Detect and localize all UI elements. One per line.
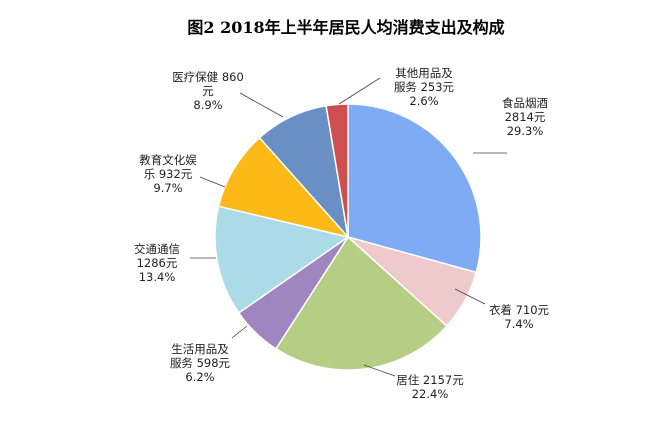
slice-label-line: 衣着 710元 xyxy=(489,303,550,317)
slice-label-line: 医疗保健 860 xyxy=(172,70,244,84)
slice-label-5: 交通通信 1286元 13.4% xyxy=(134,242,180,284)
slice-label-4: 生活用品及服务 598元 6.2% xyxy=(170,342,231,384)
slice-label-line: 2.6% xyxy=(409,94,438,108)
slice-label-line: 7.4% xyxy=(504,317,533,331)
pie-slice-8 xyxy=(325,103,349,238)
slice-label-line: 9.7% xyxy=(153,181,182,195)
slice-label-line: 服务 253元 xyxy=(394,80,455,94)
slice-label-line: 13.4% xyxy=(139,270,176,284)
slice-label-line: 居住 2157元 xyxy=(396,373,464,387)
leader-line-2 xyxy=(454,288,486,305)
slice-label-line: 2814元 xyxy=(505,110,546,124)
slice-label-line: 6.2% xyxy=(185,370,214,384)
slice-label-line: 生活用品及 xyxy=(171,342,229,356)
leader-line-8 xyxy=(338,77,381,105)
slice-label-line: 服务 598元 xyxy=(170,356,231,370)
slice-label-8: 其他用品及服务 253元 2.6% xyxy=(394,66,455,108)
slice-label-line: 1286元 xyxy=(137,256,178,270)
slice-label-1: 食品烟酒 2814元 29.3% xyxy=(502,96,548,138)
slice-labels: 食品烟酒 2814元 29.3% 衣着 710元 7.4% 居住 2157元 22.4% 生活… xyxy=(134,66,550,401)
slice-label-line: 元 xyxy=(202,84,214,98)
slice-label-6: 教育文化娱乐 932元 9.7% xyxy=(139,153,197,195)
slice-label-line: 22.4% xyxy=(412,387,449,401)
slice-label-line: 教育文化娱 xyxy=(139,153,197,167)
leader-line-7 xyxy=(239,92,284,118)
leader-line-4 xyxy=(231,325,248,339)
pie-slice-1 xyxy=(347,103,482,274)
pie-slice-3 xyxy=(274,235,448,371)
pie-slice-6 xyxy=(217,136,351,239)
slice-label-2: 衣着 710元 7.4% xyxy=(489,303,550,331)
pie-slice-5 xyxy=(214,205,350,314)
slice-label-line: 食品烟酒 xyxy=(502,96,548,110)
pie-slices xyxy=(214,103,482,371)
slice-label-line: 8.9% xyxy=(193,98,222,112)
leader-lines xyxy=(190,77,507,377)
slice-label-line: 其他用品及 xyxy=(395,66,453,80)
slice-label-line: 交通通信 xyxy=(134,242,180,256)
leader-line-6 xyxy=(199,176,226,188)
chart-title: 图2 2018年上半年居民人均消费支出及构成 xyxy=(187,18,504,37)
slice-label-7: 医疗保健 860 元 8.9% xyxy=(172,70,244,112)
slice-label-line: 乐 932元 xyxy=(144,167,193,181)
slice-label-3: 居住 2157元 22.4% xyxy=(396,373,464,401)
leader-line-3 xyxy=(363,364,396,377)
slice-label-line: 29.3% xyxy=(507,124,544,138)
